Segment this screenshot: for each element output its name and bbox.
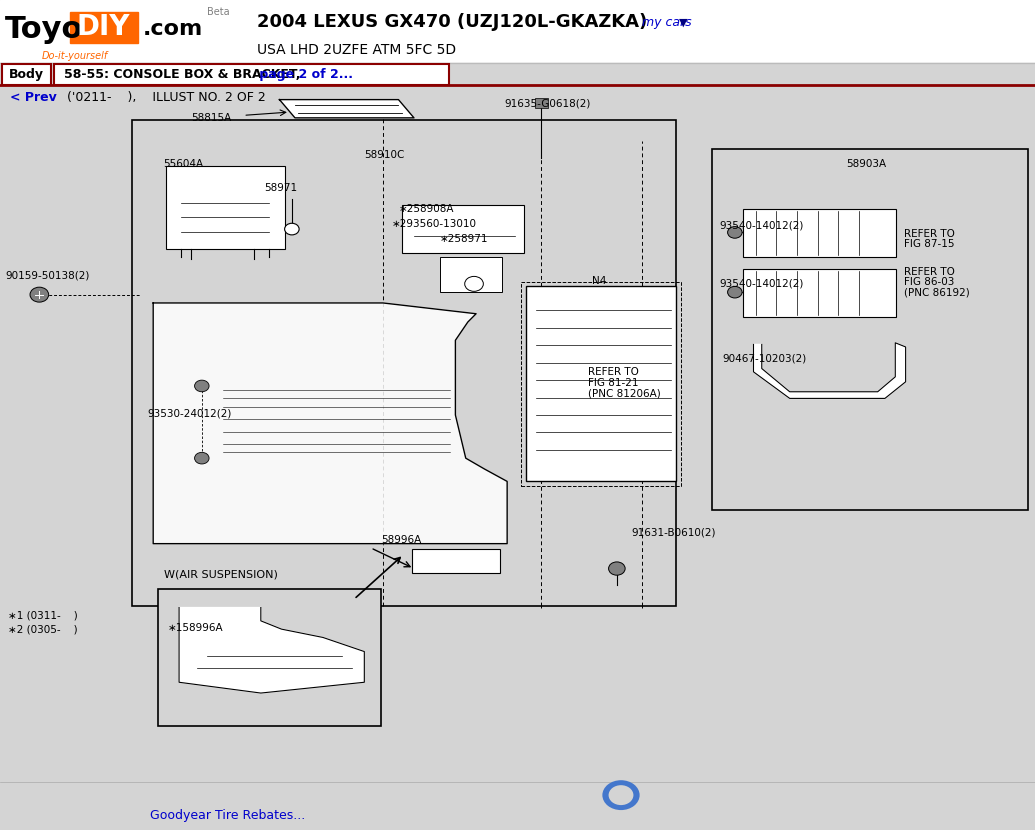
Text: 58996A: 58996A: [381, 535, 421, 544]
Text: 58903A: 58903A: [847, 159, 887, 169]
Text: (PNC 86192): (PNC 86192): [904, 287, 970, 297]
Circle shape: [609, 562, 625, 575]
Circle shape: [465, 276, 483, 291]
Text: 93540-14012(2): 93540-14012(2): [719, 221, 804, 231]
Text: USA LHD 2UZFE ATM 5FC 5D: USA LHD 2UZFE ATM 5FC 5D: [257, 43, 455, 56]
Text: 91635-G0618(2): 91635-G0618(2): [504, 99, 590, 109]
Text: ∗258971: ∗258971: [440, 234, 489, 244]
Text: 90467-10203(2): 90467-10203(2): [722, 354, 806, 364]
Bar: [402, 205, 524, 253]
Bar: [0, 0, 1035, 62]
Text: Beta: Beta: [207, 7, 230, 17]
Circle shape: [285, 223, 299, 235]
Text: 91631-B0610(2): 91631-B0610(2): [631, 528, 716, 538]
Polygon shape: [279, 100, 414, 118]
Bar: [158, 589, 381, 726]
Text: Body: Body: [8, 68, 43, 81]
Bar: [132, 120, 676, 606]
FancyBboxPatch shape: [2, 64, 51, 85]
Bar: [440, 257, 502, 292]
Polygon shape: [753, 343, 906, 398]
Bar: [166, 166, 285, 249]
Text: FIG 81-21: FIG 81-21: [588, 378, 639, 388]
Bar: [412, 549, 500, 573]
Text: 58910C: 58910C: [364, 150, 405, 160]
Text: < Prev: < Prev: [10, 90, 57, 104]
Text: ∗2 (0305-    ): ∗2 (0305- ): [8, 624, 78, 634]
Bar: [712, 149, 1028, 510]
Text: 93530-24012(2): 93530-24012(2): [147, 408, 232, 418]
Bar: [526, 286, 676, 481]
Text: Goodyear Tire Rebates...: Goodyear Tire Rebates...: [150, 808, 305, 822]
Text: REFER TO: REFER TO: [904, 267, 954, 277]
Text: page 2 of 2...: page 2 of 2...: [255, 68, 353, 81]
Text: my cars: my cars: [642, 16, 691, 29]
Bar: [0, 63, 1035, 85]
Text: FIG 86-03: FIG 86-03: [904, 277, 954, 287]
FancyBboxPatch shape: [54, 64, 449, 85]
Bar: [70, 12, 138, 43]
Text: REFER TO: REFER TO: [904, 229, 954, 239]
Text: ('0211-    ),    ILLUST NO. 2 OF 2: ('0211- ), ILLUST NO. 2 OF 2: [67, 90, 266, 104]
Circle shape: [728, 227, 742, 238]
Text: FIG 87-15: FIG 87-15: [904, 239, 954, 249]
Text: N4: N4: [592, 276, 607, 286]
Bar: [521, 282, 681, 486]
Circle shape: [30, 287, 49, 302]
Text: ▼: ▼: [679, 17, 687, 27]
Text: 90159-50138(2): 90159-50138(2): [5, 271, 90, 281]
Text: 2004 LEXUS GX470 (UZJ120L-GKAZKA): 2004 LEXUS GX470 (UZJ120L-GKAZKA): [257, 13, 647, 32]
Bar: [535, 98, 548, 108]
Text: (PNC 81206A): (PNC 81206A): [588, 388, 660, 398]
Text: 58815A: 58815A: [191, 113, 232, 123]
Circle shape: [728, 286, 742, 298]
Text: .com: .com: [143, 19, 203, 39]
Text: ∗1 (0311-    ): ∗1 (0311- ): [8, 611, 78, 621]
Text: Toyo: Toyo: [5, 15, 84, 43]
Text: 55604A: 55604A: [164, 159, 204, 169]
Circle shape: [609, 785, 633, 805]
Text: ∗293560-13010: ∗293560-13010: [391, 219, 476, 229]
Text: 58971: 58971: [264, 183, 297, 193]
Text: 58-55: CONSOLE BOX & BRACKET,: 58-55: CONSOLE BOX & BRACKET,: [64, 68, 301, 81]
Text: W(AIR SUSPENSION): W(AIR SUSPENSION): [164, 569, 277, 579]
Polygon shape: [179, 608, 364, 693]
Text: 93540-14012(2): 93540-14012(2): [719, 279, 804, 289]
Bar: [743, 209, 896, 257]
Circle shape: [195, 380, 209, 392]
Circle shape: [602, 780, 640, 810]
Polygon shape: [153, 303, 507, 544]
Text: ∗258908A: ∗258908A: [398, 204, 454, 214]
Text: ∗158996A: ∗158996A: [168, 623, 224, 633]
Bar: [743, 269, 896, 317]
Text: DIY: DIY: [77, 13, 130, 42]
Text: Do-it-yourself: Do-it-yourself: [41, 51, 108, 61]
Circle shape: [195, 452, 209, 464]
Text: REFER TO: REFER TO: [588, 367, 639, 377]
